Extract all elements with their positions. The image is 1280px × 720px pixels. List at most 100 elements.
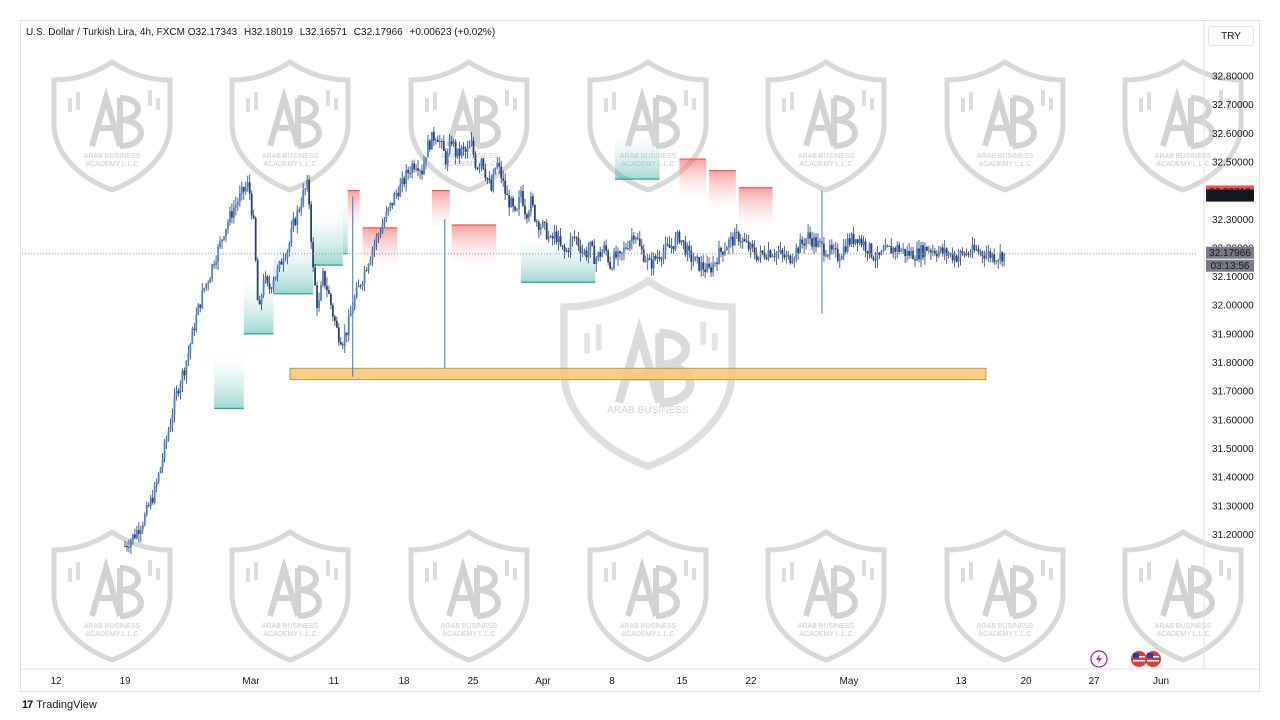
candle-body [832,248,835,250]
watermark-title: ARAB BUSINESS [977,153,1034,160]
candle-body [684,241,687,255]
candle-body [565,250,568,252]
footer: 17 TradingView [22,699,97,711]
candle-body [767,250,770,259]
candle-body [405,169,408,185]
support-zone[interactable] [289,367,987,381]
candle-body [130,540,132,548]
candle-body [391,202,394,206]
candle-body [528,212,530,219]
candle-body [347,316,350,336]
candle-body [716,262,718,265]
candle-body [179,383,182,394]
candle-body [904,248,907,256]
candle-body [769,250,772,257]
lightning-icon[interactable] [1090,650,1108,668]
trail-down-fill [738,187,773,234]
candle-body [514,206,516,211]
trail-up-fill [243,270,274,334]
candle-body [389,202,392,208]
candle-body [648,258,651,260]
candle-body [234,204,237,208]
candle-body [997,259,1000,262]
candle-body [132,534,134,541]
candle-body [939,247,942,252]
candle-body [258,300,261,305]
candle-body [712,263,714,273]
candle-body [892,247,895,254]
trail-down-fill [451,224,497,271]
candle-body [486,178,489,179]
candle-body [304,188,307,190]
candle-body [991,253,994,259]
candle-body [825,255,827,257]
candle-body [442,141,445,151]
candle-body [254,217,257,261]
candle-body [589,241,592,251]
candle-body [298,210,301,212]
time-axis[interactable]: 12 19 Mar 11 18 25 Apr 8 15 22 May 13 20 27 Jun [20,668,1260,687]
flag-icon[interactable] [1131,651,1147,667]
candle-body [553,231,556,239]
candle-body [753,247,756,255]
candle-body [644,261,647,263]
candle-body [603,245,606,252]
candle-body [191,328,194,345]
candle-body [866,251,869,254]
candle-body [318,300,320,309]
candle-body [312,241,314,268]
candle-body [401,178,404,185]
candle-body [698,257,701,271]
trail-up-fill [615,127,660,180]
candle-body [985,254,988,259]
watermark-subtitle: ACADEMY L.L.C [442,631,495,638]
candle-body [999,252,1002,260]
candle-body [741,239,744,243]
flag-icon[interactable] [1145,651,1161,667]
candle-body [124,545,126,547]
candle-body [682,240,685,242]
y-tick-label: 31.90000 [1212,329,1254,340]
candle-body [173,395,176,416]
candle-body [815,237,817,247]
y-tick-label: 32.60000 [1212,129,1254,140]
candle-body [890,246,893,254]
candle-body [743,239,746,242]
currency-button[interactable]: TRY [1208,26,1254,46]
candle-body [793,258,796,262]
candle-body [335,320,338,328]
candle-body [145,505,148,515]
candle-body [187,352,190,362]
trailing-stop-fill [214,127,773,409]
candle-body [987,251,990,255]
candle-body [704,269,707,272]
candle-body [227,222,229,229]
candle-body [728,239,730,248]
x-tick-label: 12 [50,676,62,687]
trail-down-fill [431,190,450,237]
candle-body [377,234,380,237]
candle-body [545,222,548,240]
candle-body [272,280,275,289]
tradingview-logo-icon: 17 [22,699,33,711]
candle-body [128,547,130,549]
candle-body [547,236,550,240]
candle-body [733,231,736,246]
close-label: C [353,27,362,38]
candle-body [223,236,225,240]
candle-body [165,439,168,442]
candle-body [438,140,441,143]
candle-body [666,243,669,245]
candle-body [664,243,667,252]
candle-body [731,236,734,246]
watermark-subtitle: ACADEMY L.L.C [442,161,495,168]
candle-body [349,313,352,317]
candle-body [333,316,336,321]
candle-body [531,196,534,206]
candle-body [260,295,263,305]
candle-body [922,245,924,258]
watermark-subtitle: ACADEMY L.L.C [263,161,316,168]
